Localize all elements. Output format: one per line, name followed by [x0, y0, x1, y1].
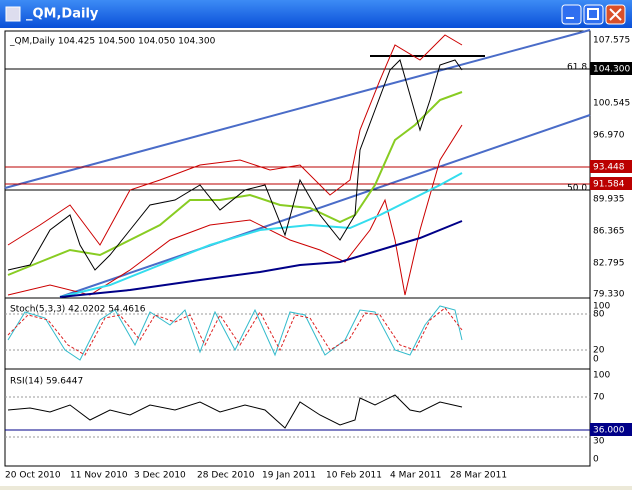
- window-buttons: [561, 4, 626, 25]
- price-label: 100.545: [593, 99, 630, 109]
- panel-header: Stoch(5,3,3) 42.0202 54.4616: [10, 305, 146, 315]
- channel-line: [4, 29, 591, 189]
- minimize-button[interactable]: [561, 4, 582, 25]
- stoch-signal: [7, 307, 463, 356]
- bollinger-upper: [7, 34, 463, 246]
- moving-average-mid: [59, 172, 463, 298]
- date-label: 4 Mar 2011: [390, 471, 441, 481]
- bollinger-lower: [7, 124, 463, 296]
- chart-header: _QM,Daily 104.425 104.500 104.050 104.30…: [9, 37, 216, 47]
- level-label: 100: [593, 371, 610, 381]
- channel-line: [59, 114, 591, 298]
- marked-level-box: [590, 423, 632, 436]
- price-label: 86.365: [593, 227, 625, 237]
- level-label: 70: [593, 393, 605, 403]
- minimize-icon: [566, 17, 574, 19]
- close-icon: [609, 8, 622, 21]
- date-axis: 20 Oct 2010 11 Nov 2010 3 Dec 2010 28 De…: [5, 471, 507, 481]
- stoch-main: [7, 305, 463, 361]
- current-price-box: [590, 62, 632, 75]
- date-label: 28 Dec 2010: [197, 471, 255, 481]
- maximize-button[interactable]: [583, 4, 604, 25]
- price-label: 107.575: [593, 36, 630, 46]
- date-label: 20 Oct 2010: [5, 471, 61, 481]
- app-icon: [5, 6, 21, 22]
- window-title: _QM,Daily: [26, 7, 99, 22]
- fib-label: 50.0: [567, 184, 587, 194]
- level-label: 30: [593, 437, 605, 447]
- price-label: 79.330: [593, 290, 625, 300]
- date-label: 28 Mar 2011: [450, 471, 507, 481]
- marked-price-label: 91.584: [593, 180, 625, 190]
- date-label: 10 Feb 2011: [326, 471, 382, 481]
- marked-price-box: [590, 160, 632, 173]
- level-label: 100: [593, 302, 610, 312]
- marked-level-label: 36.000: [593, 426, 625, 436]
- moving-average-short: [7, 91, 463, 276]
- level-label: 0: [593, 455, 599, 465]
- price-label: 96.970: [593, 131, 625, 141]
- fib-label: 61.8: [567, 63, 587, 73]
- price-label: 82.795: [593, 259, 625, 269]
- rsi-line: [7, 394, 463, 429]
- current-price-label: 104.300: [593, 65, 630, 75]
- title-bar: [0, 0, 632, 28]
- level-label: 0: [593, 355, 599, 365]
- marked-price-box: [590, 177, 632, 190]
- panel-header: RSI(14) 59.6447: [10, 377, 83, 387]
- marked-price-label: 93.448: [593, 163, 625, 173]
- price-axis: 107.575 104.300 100.545 96.970 93.448 91…: [590, 36, 632, 465]
- date-label: 11 Nov 2010: [70, 471, 128, 481]
- price-label: 89.935: [593, 195, 625, 205]
- moving-average-long: [59, 220, 463, 298]
- price-line: [7, 59, 463, 271]
- maximize-icon: [587, 8, 599, 20]
- level-label: 20: [593, 346, 605, 356]
- date-label: 19 Jan 2011: [262, 471, 316, 481]
- date-label: 3 Dec 2010: [134, 471, 186, 481]
- level-label: 80: [593, 310, 605, 320]
- chart-frame: [4, 30, 591, 467]
